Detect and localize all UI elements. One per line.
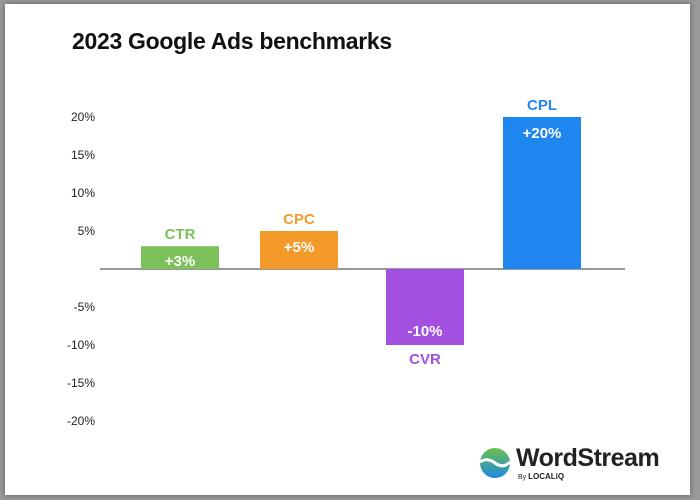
y-tick-label: -15% <box>67 376 95 390</box>
y-tick-label: 20% <box>71 110 95 124</box>
data-label: +5% <box>284 239 314 256</box>
category-label: CTR <box>165 226 196 243</box>
bar-ctr <box>141 246 219 269</box>
logo-localiq: LOCALiQ <box>528 472 565 481</box>
y-tick-label: -20% <box>67 414 95 428</box>
category-label: CVR <box>409 351 441 368</box>
bar-cpl <box>503 117 581 269</box>
chart-title: 2023 Google Ads benchmarks <box>72 28 392 54</box>
logo-sub: By LOCALiQ <box>518 472 564 481</box>
logo-by: By <box>518 474 527 481</box>
bar-cvr <box>386 269 464 345</box>
y-tick-label: 15% <box>71 148 95 162</box>
data-label: -10% <box>407 323 442 340</box>
y-tick-label: -5% <box>74 300 96 314</box>
category-label: CPC <box>283 211 315 228</box>
y-tick-label: 10% <box>71 186 95 200</box>
bar-cpc <box>260 231 338 269</box>
category-label: CPL <box>527 97 557 114</box>
y-tick-label: -10% <box>67 338 95 352</box>
data-label: +3% <box>165 253 195 270</box>
logo-name: WordStream <box>516 444 660 472</box>
y-tick-label: 5% <box>78 224 96 238</box>
wordstream-wave-icon <box>479 448 512 478</box>
wordstream-logo: WordStream By LOCALiQ <box>478 444 678 484</box>
data-label: +20% <box>523 125 562 142</box>
